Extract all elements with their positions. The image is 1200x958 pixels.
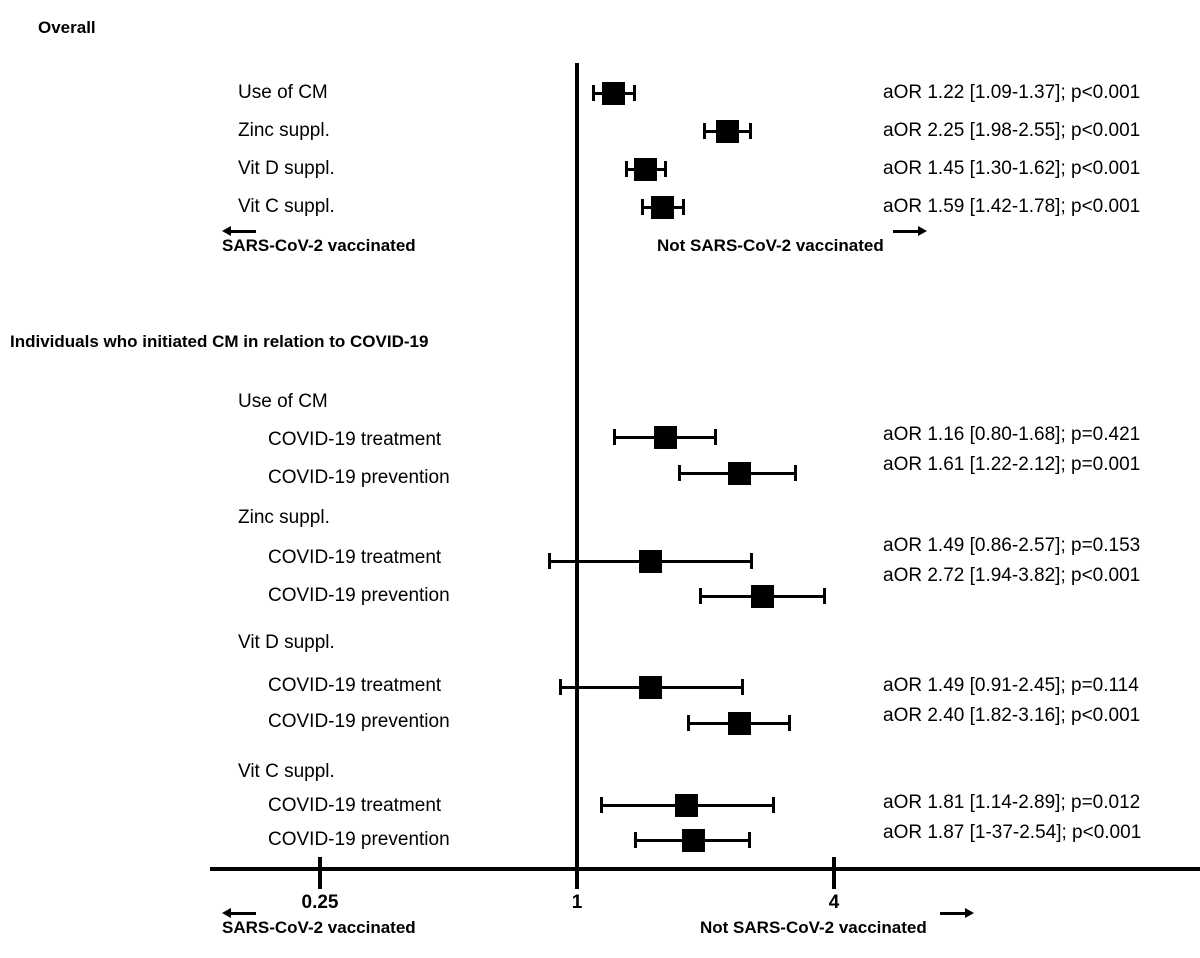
x-axis-tick	[575, 857, 579, 889]
forest-row-ci-cap-left	[624, 161, 628, 177]
forest-row-point-square	[634, 157, 658, 181]
left-direction-arrow-icon-head	[222, 908, 231, 918]
x-axis-tick-label: 1	[571, 892, 583, 913]
forest-row-point-square	[715, 119, 739, 143]
aor-estimate-text: aOR 1.87 [1-37-2.54]; p<0.001	[883, 822, 1142, 843]
forest-row-ci-cap-right	[749, 553, 753, 569]
aor-estimate-text: aOR 2.72 [1.94-3.82]; p<0.001	[883, 565, 1141, 586]
forest-row-point-square	[651, 195, 675, 219]
forest-row-ci-cap-left	[612, 429, 616, 445]
row-label: Vit C suppl.	[238, 196, 335, 217]
left-direction-arrow-icon	[229, 912, 256, 915]
initiated-section-header: Individuals who initiated CM in relation…	[10, 332, 429, 351]
x-axis-tick-label: 4	[828, 892, 840, 913]
row-label: Use of CM	[238, 82, 328, 103]
x-axis-tick	[318, 857, 322, 889]
aor-estimate-text: aOR 1.49 [0.91-2.45]; p=0.114	[883, 675, 1139, 696]
forest-row-ci-cap-right	[633, 85, 637, 101]
aor-estimate-text: aOR 1.81 [1.14-2.89]; p=0.012	[883, 792, 1141, 813]
aor-estimate-text: aOR 1.45 [1.30-1.62]; p<0.001	[883, 158, 1141, 179]
aor-estimate-text: aOR 1.49 [0.86-2.57]; p=0.153	[883, 535, 1141, 556]
right-direction-label: Not SARS-CoV-2 vaccinated	[700, 918, 927, 937]
aor-estimate-text: aOR 1.59 [1.42-1.78]; p<0.001	[883, 196, 1141, 217]
x-axis-tick	[832, 857, 836, 889]
aor-estimate-text: aOR 1.61 [1.22-2.12]; p=0.001	[883, 454, 1141, 475]
overall-section-header: Overall	[38, 18, 96, 37]
right-direction-arrow-icon	[893, 230, 920, 233]
forest-row-ci-cap-right	[681, 199, 685, 215]
right-direction-label: Not SARS-CoV-2 vaccinated	[657, 236, 884, 255]
reference-line-or1	[575, 63, 579, 869]
row-label: COVID-19 prevention	[268, 467, 450, 488]
row-label: COVID-19 treatment	[268, 547, 442, 568]
group-label: Zinc suppl.	[238, 507, 330, 528]
left-direction-label: SARS-CoV-2 vaccinated	[222, 918, 416, 937]
left-direction-label: SARS-CoV-2 vaccinated	[222, 236, 416, 255]
forest-row-point-square	[639, 675, 663, 699]
forest-row-point-square	[727, 461, 751, 485]
row-label: COVID-19 treatment	[268, 675, 442, 696]
forest-row-ci-cap-left	[558, 679, 562, 695]
forest-row-ci-cap-left	[677, 465, 681, 481]
forest-row-ci-cap-right	[788, 715, 792, 731]
forest-row-ci-cap-left	[702, 123, 706, 139]
forest-row-point-square	[751, 584, 774, 608]
forest-row-ci-cap-right	[748, 123, 752, 139]
row-label: Zinc suppl.	[238, 120, 330, 141]
row-label: COVID-19 prevention	[268, 711, 450, 732]
x-axis-tick-label: 0.25	[301, 892, 339, 913]
forest-row-ci-cap-right	[771, 797, 775, 813]
forest-row-point-square	[727, 711, 751, 735]
forest-row-point-square	[653, 425, 677, 449]
row-label: Vit D suppl.	[238, 158, 335, 179]
right-direction-arrow-icon-head	[918, 226, 927, 236]
group-label: Vit C suppl.	[238, 761, 335, 782]
aor-estimate-text: aOR 2.40 [1.82-3.16]; p<0.001	[883, 705, 1141, 726]
forest-row-point-square	[681, 828, 705, 852]
group-label: Vit D suppl.	[238, 632, 335, 653]
forest-row-ci-cap-right	[741, 679, 745, 695]
forest-row-ci-cap-left	[591, 85, 595, 101]
row-label: COVID-19 treatment	[268, 795, 442, 816]
aor-estimate-text: aOR 2.25 [1.98-2.55]; p<0.001	[883, 120, 1141, 141]
forest-row-ci-cap-left	[634, 832, 638, 848]
group-label: Use of CM	[238, 391, 328, 412]
x-axis-line	[210, 867, 1200, 871]
forest-row-ci-cap-left	[548, 553, 552, 569]
row-label: COVID-19 prevention	[268, 829, 450, 850]
right-direction-arrow-icon-head	[965, 908, 974, 918]
forest-row-ci-cap-right	[714, 429, 718, 445]
forest-row-ci-cap-right	[664, 161, 668, 177]
forest-row-ci-cap-left	[687, 715, 691, 731]
row-label: COVID-19 prevention	[268, 585, 450, 606]
forest-row-ci-cap-left	[600, 797, 604, 813]
forest-row-ci-cap-right	[794, 465, 798, 481]
forest-row-ci-cap-left	[641, 199, 644, 215]
aor-estimate-text: aOR 1.22 [1.09-1.37]; p<0.001	[883, 82, 1141, 103]
row-label: COVID-19 treatment	[268, 429, 442, 450]
forest-row-point-square	[639, 549, 663, 573]
forest-row-ci-cap-right	[823, 588, 827, 604]
left-direction-arrow-icon	[229, 230, 256, 233]
aor-estimate-text: aOR 1.16 [0.80-1.68]; p=0.421	[883, 424, 1141, 445]
left-direction-arrow-icon-head	[222, 226, 231, 236]
forest-row-ci-cap-left	[698, 588, 702, 604]
right-direction-arrow-icon	[940, 912, 967, 915]
forest-row-point-square	[602, 81, 626, 105]
forest-row-point-square	[675, 793, 699, 817]
forest-row-ci-cap-right	[747, 832, 751, 848]
